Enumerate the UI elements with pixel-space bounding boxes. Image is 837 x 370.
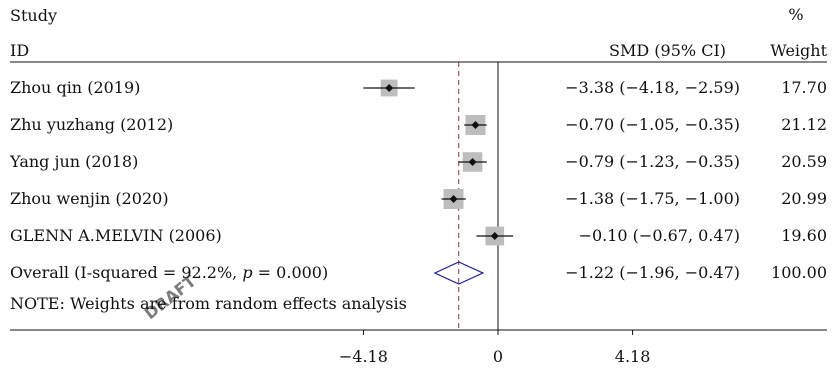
point-estimate xyxy=(468,158,477,166)
study-weight: 20.99 xyxy=(781,189,827,208)
header-id: ID xyxy=(10,41,29,60)
header-smd: SMD (95% CI) xyxy=(609,41,726,60)
header-study: Study xyxy=(10,6,57,25)
study-ci: −0.79 (−1.23, −0.35) xyxy=(565,152,740,171)
point-estimate xyxy=(490,232,499,240)
study-label: GLENN A.MELVIN (2006) xyxy=(10,226,222,245)
x-axis-ticks: −4.18 0 4.18 xyxy=(339,330,651,366)
study-weight: 21.12 xyxy=(781,115,827,134)
study-ci: −1.38 (−1.75, −1.00) xyxy=(565,189,740,208)
overall-diamond xyxy=(433,261,485,285)
header-weight: Weight xyxy=(770,41,827,60)
study-label: Yang jun (2018) xyxy=(9,152,138,171)
note-text: NOTE: Weights are from random effects an… xyxy=(10,294,407,313)
overall-weight: 100.00 xyxy=(771,263,827,282)
study-weight: 20.59 xyxy=(781,152,827,171)
study-ci: −3.38 (−4.18, −2.59) xyxy=(565,78,740,97)
study-label: Zhu yuzhang (2012) xyxy=(10,115,173,134)
reference-lines xyxy=(458,62,499,330)
x-tick-label: −4.18 xyxy=(339,347,388,366)
point-estimate xyxy=(385,84,394,92)
study-ci: −0.10 (−0.67, 0.47) xyxy=(579,226,740,245)
header-percent: % xyxy=(788,5,803,24)
x-tick-label: 0 xyxy=(493,347,503,366)
point-estimate xyxy=(471,121,480,129)
study-rows: Zhou qin (2019) −3.38 (−4.18, −2.59) 17.70… xyxy=(9,78,827,285)
study-weight: 19.60 xyxy=(781,226,827,245)
study-weight: 17.70 xyxy=(781,78,827,97)
x-tick-label: 4.18 xyxy=(615,347,651,366)
study-label: Zhou qin (2019) xyxy=(10,78,140,97)
overall-ci: −1.22 (−1.96, −0.47) xyxy=(565,263,740,282)
point-estimate xyxy=(449,195,458,203)
overall-label: Overall (I-squared = 92.2%, p = 0.000) xyxy=(10,263,328,282)
study-label: Zhou wenjin (2020) xyxy=(10,189,169,208)
study-ci: −0.70 (−1.05, −0.35) xyxy=(565,115,740,134)
